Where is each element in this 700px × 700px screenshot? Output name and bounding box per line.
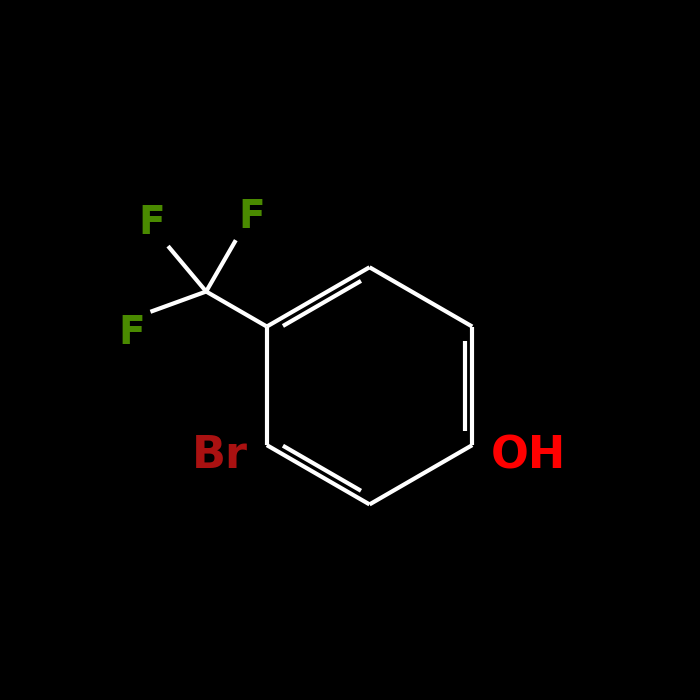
Text: F: F	[239, 197, 265, 235]
Text: Br: Br	[193, 435, 248, 477]
Text: F: F	[138, 204, 164, 242]
Text: F: F	[119, 314, 146, 351]
Text: OH: OH	[491, 435, 566, 477]
